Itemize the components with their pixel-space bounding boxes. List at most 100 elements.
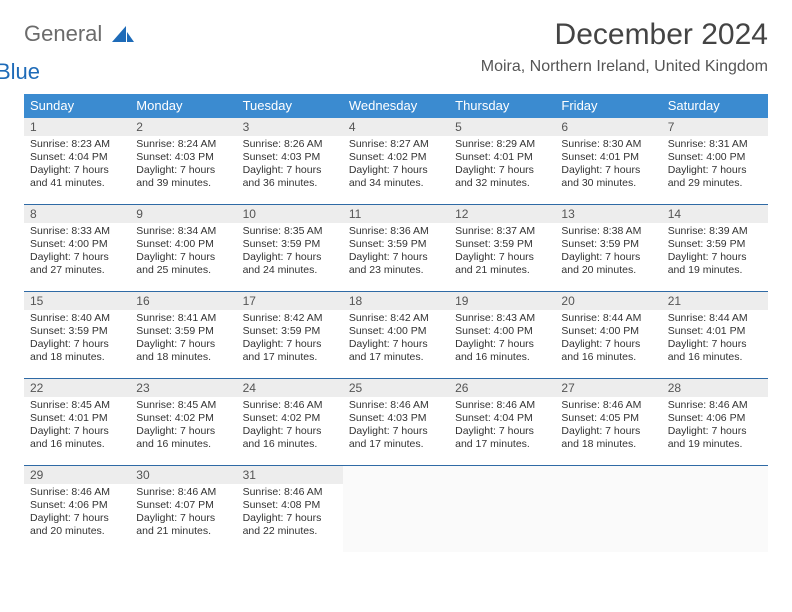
sunset-line: Sunset: 4:02 PM [349,151,445,164]
day-info: Sunrise: 8:45 AMSunset: 4:02 PMDaylight:… [136,399,232,451]
day-cell-empty [449,466,555,552]
sunset-line: Sunset: 4:01 PM [30,412,126,425]
day-number: 1 [24,118,130,136]
daylight-line: Daylight: 7 hours and 29 minutes. [668,164,764,190]
day-cell: 19 Sunrise: 8:43 AMSunset: 4:00 PMDayligh… [449,292,555,378]
day-info: Sunrise: 8:40 AMSunset: 3:59 PMDaylight:… [30,312,126,364]
sunrise-line: Sunrise: 8:45 AM [136,399,232,412]
brand-word-2: Blue [0,59,40,84]
sunset-line: Sunset: 4:01 PM [561,151,657,164]
day-info: Sunrise: 8:27 AMSunset: 4:02 PMDaylight:… [349,138,445,190]
sunset-line: Sunset: 4:00 PM [668,151,764,164]
week-row: 29Sunrise: 8:46 AMSunset: 4:06 PMDayligh… [24,466,768,552]
day-cell: 25Sunrise: 8:46 AMSunset: 4:03 PMDayligh… [343,379,449,465]
day-info: Sunrise: 8:39 AMSunset: 3:59 PMDaylight:… [668,225,764,277]
day-info: Sunrise: 8:44 AMSunset: 4:01 PMDaylight:… [668,312,764,364]
day-cell: 17Sunrise: 8:42 AMSunset: 3:59 PMDayligh… [237,292,343,378]
day-cell: 15 Sunrise: 8:40 AMSunset: 3:59 PMDayligh… [24,292,130,378]
sunrise-line: Sunrise: 8:36 AM [349,225,445,238]
week-row: 15 Sunrise: 8:40 AMSunset: 3:59 PMDayligh… [24,292,768,379]
day-info: Sunrise: 8:38 AMSunset: 3:59 PMDaylight:… [561,225,657,277]
sunrise-line: Sunrise: 8:45 AM [30,399,126,412]
day-number: 23 [130,379,236,397]
sunset-line: Sunset: 4:04 PM [30,151,126,164]
day-number: 22 [24,379,130,397]
day-number: 30 [130,466,236,484]
day-info: Sunrise: 8:26 AMSunset: 4:03 PMDaylight:… [243,138,339,190]
day-info: Sunrise: 8:46 AMSunset: 4:06 PMDaylight:… [30,486,126,538]
day-info: Sunrise: 8:33 AMSunset: 4:00 PMDaylight:… [30,225,126,277]
day-info: Sunrise: 8:36 AMSunset: 3:59 PMDaylight:… [349,225,445,277]
daylight-line: Daylight: 7 hours and 21 minutes. [455,251,551,277]
sunset-line: Sunset: 4:06 PM [30,499,126,512]
day-info: Sunrise: 8:35 AMSunset: 3:59 PMDaylight:… [243,225,339,277]
sunrise-line: Sunrise: 8:42 AM [349,312,445,325]
daylight-line: Daylight: 7 hours and 17 minutes. [455,425,551,451]
sunrise-line: Sunrise: 8:46 AM [561,399,657,412]
sunrise-line: Sunrise: 8:33 AM [30,225,126,238]
day-number: 4 [343,118,449,136]
daylight-line: Daylight: 7 hours and 39 minutes. [136,164,232,190]
day-info: Sunrise: 8:24 AMSunset: 4:03 PMDaylight:… [136,138,232,190]
day-info: Sunrise: 8:46 AMSunset: 4:02 PMDaylight:… [243,399,339,451]
day-cell-empty [662,466,768,552]
sunset-line: Sunset: 4:03 PM [243,151,339,164]
day-number: 18 [343,292,449,310]
day-cell: 8 Sunrise: 8:33 AMSunset: 4:00 PMDaylight… [24,205,130,291]
daylight-line: Daylight: 7 hours and 16 minutes. [136,425,232,451]
weekday-header: Monday [130,94,236,118]
sunset-line: Sunset: 4:00 PM [349,325,445,338]
daylight-line: Daylight: 7 hours and 16 minutes. [243,425,339,451]
header: General Blue December 2024 Moira, Northe… [24,18,768,88]
sunset-line: Sunset: 3:59 PM [30,325,126,338]
day-number: 6 [555,118,661,136]
sunset-line: Sunset: 3:59 PM [243,238,339,251]
day-cell: 7 Sunrise: 8:31 AMSunset: 4:00 PMDaylight… [662,118,768,204]
day-info: Sunrise: 8:46 AMSunset: 4:08 PMDaylight:… [243,486,339,538]
day-cell: 16Sunrise: 8:41 AMSunset: 3:59 PMDayligh… [130,292,236,378]
sunset-line: Sunset: 4:03 PM [136,151,232,164]
daylight-line: Daylight: 7 hours and 20 minutes. [561,251,657,277]
weeks-container: 1Sunrise: 8:23 AMSunset: 4:04 PMDaylight… [24,118,768,552]
sunset-line: Sunset: 4:00 PM [561,325,657,338]
day-number: 15 [24,292,130,310]
daylight-line: Daylight: 7 hours and 16 minutes. [30,425,126,451]
day-number: 19 [449,292,555,310]
day-cell: 24Sunrise: 8:46 AMSunset: 4:02 PMDayligh… [237,379,343,465]
sunrise-line: Sunrise: 8:27 AM [349,138,445,151]
sunset-line: Sunset: 4:00 PM [136,238,232,251]
day-cell: 22 Sunrise: 8:45 AMSunset: 4:01 PMDayligh… [24,379,130,465]
weekday-header: Tuesday [237,94,343,118]
daylight-line: Daylight: 7 hours and 34 minutes. [349,164,445,190]
day-number: 7 [662,118,768,136]
sunset-line: Sunset: 3:59 PM [455,238,551,251]
sunrise-line: Sunrise: 8:42 AM [243,312,339,325]
day-number: 28 [662,379,768,397]
sunrise-line: Sunrise: 8:44 AM [561,312,657,325]
day-info: Sunrise: 8:42 AMSunset: 3:59 PMDaylight:… [243,312,339,364]
day-number: 14 [662,205,768,223]
day-cell: 21Sunrise: 8:44 AMSunset: 4:01 PMDayligh… [662,292,768,378]
weekday-header: Sunday [24,94,130,118]
day-number: 16 [130,292,236,310]
day-cell: 30Sunrise: 8:46 AMSunset: 4:07 PMDayligh… [130,466,236,552]
daylight-line: Daylight: 7 hours and 25 minutes. [136,251,232,277]
sunset-line: Sunset: 3:59 PM [136,325,232,338]
day-info: Sunrise: 8:31 AMSunset: 4:00 PMDaylight:… [668,138,764,190]
week-row: 22Sunrise: 8:45 AMSunset: 4:01 PMDayligh… [24,379,768,466]
sunrise-line: Sunrise: 8:46 AM [243,486,339,499]
day-cell: 13Sunrise: 8:38 AMSunset: 3:59 PMDayligh… [555,205,661,291]
week-row: 1Sunrise: 8:23 AMSunset: 4:04 PMDaylight… [24,118,768,205]
day-number: 3 [237,118,343,136]
day-cell: 6Sunrise: 8:30 AMSunset: 4:01 PMDaylight… [555,118,661,204]
day-info: Sunrise: 8:29 AMSunset: 4:01 PMDaylight:… [455,138,551,190]
daylight-line: Daylight: 7 hours and 19 minutes. [668,251,764,277]
sunrise-line: Sunrise: 8:29 AM [455,138,551,151]
day-number: 10 [237,205,343,223]
sunset-line: Sunset: 4:02 PM [136,412,232,425]
day-number: 8 [24,205,130,223]
day-cell: 10 Sunrise: 8:35 AMSunset: 3:59 PMDayligh… [237,205,343,291]
sunrise-line: Sunrise: 8:46 AM [30,486,126,499]
day-info: Sunrise: 8:43 AMSunset: 4:00 PMDaylight:… [455,312,551,364]
day-info: Sunrise: 8:34 AMSunset: 4:00 PMDaylight:… [136,225,232,277]
